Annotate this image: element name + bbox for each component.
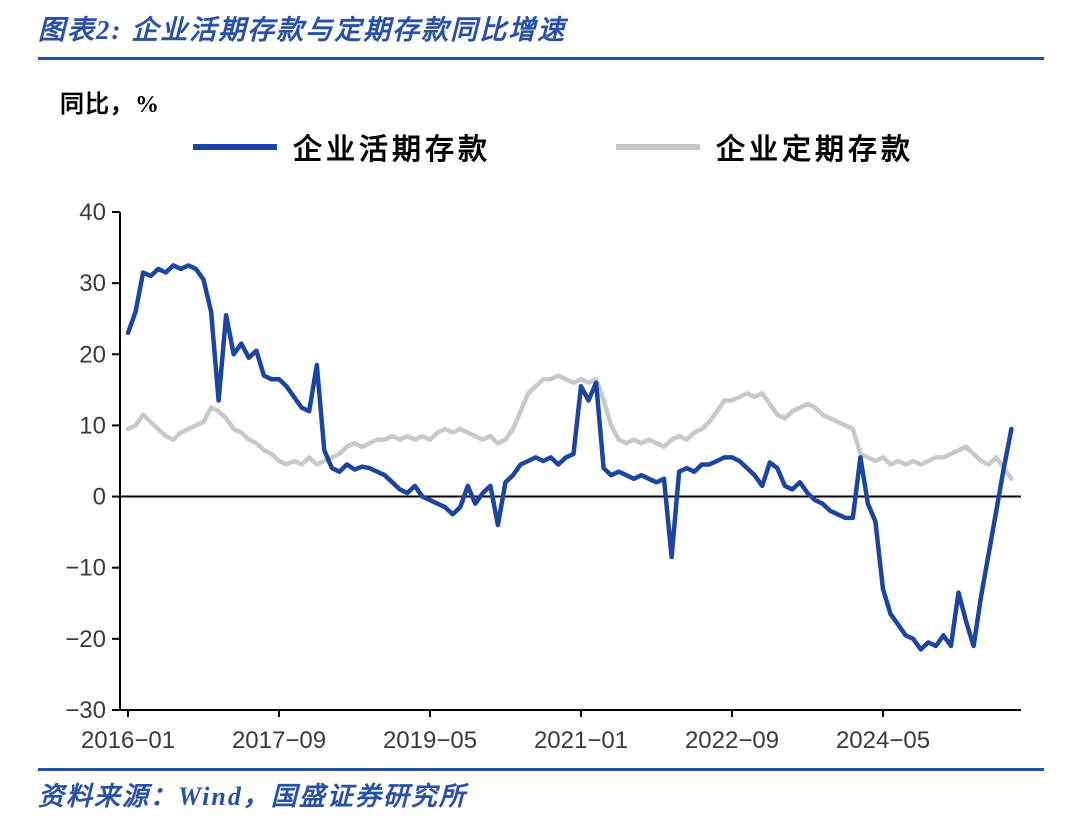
x-axis-tick-label: 2016−01	[81, 727, 175, 754]
legend-label-demand-deposits: 企业活期存款	[293, 134, 492, 166]
legend-label-time-deposits: 企业定期存款	[716, 134, 915, 166]
legend: 企业活期存款 企业定期存款	[0, 126, 1080, 166]
y-axis-unit-label: 同比，%	[60, 92, 160, 118]
source-divider	[38, 768, 1044, 771]
time-deposit-swatch	[616, 144, 700, 150]
y-axis-tick-label: −20	[65, 626, 106, 653]
y-axis-tick-label: 40	[79, 199, 106, 226]
y-axis-tick-label: 0	[93, 484, 106, 511]
y-axis-tick-label: 20	[79, 341, 106, 368]
x-axis-tick-label: 2017−09	[232, 727, 326, 754]
time-deposit-line	[125, 373, 1014, 482]
y-axis-tick-label: 10	[79, 412, 106, 439]
y-axis-tick-label: −30	[65, 697, 106, 724]
title-divider	[38, 57, 1044, 60]
y-axis-tick-label: −10	[65, 555, 106, 582]
x-axis-tick-label: 2024−05	[836, 727, 930, 754]
source-note: 资料来源：Wind，国盛证券研究所	[38, 782, 467, 811]
x-axis-tick-label: 2022−09	[685, 727, 779, 754]
legend-item-demand-deposits: 企业活期存款	[193, 126, 491, 168]
demand-deposit-line	[125, 263, 1014, 652]
x-axis-tick-label: 2019−05	[383, 727, 477, 754]
chart-plot-area: 40 30 20 10 0 −10 −20 −30 2016−01 2017−09 2019−05 2…	[65, 199, 1021, 754]
y-axis-tick-label: 30	[79, 270, 106, 297]
demand-deposit-swatch	[193, 144, 277, 150]
x-axis-tick-label: 2021−01	[534, 727, 628, 754]
figure-title: 图表2: 企业活期存款与定期存款同比增速	[38, 15, 567, 45]
legend-item-time-deposits: 企业定期存款	[616, 126, 914, 168]
